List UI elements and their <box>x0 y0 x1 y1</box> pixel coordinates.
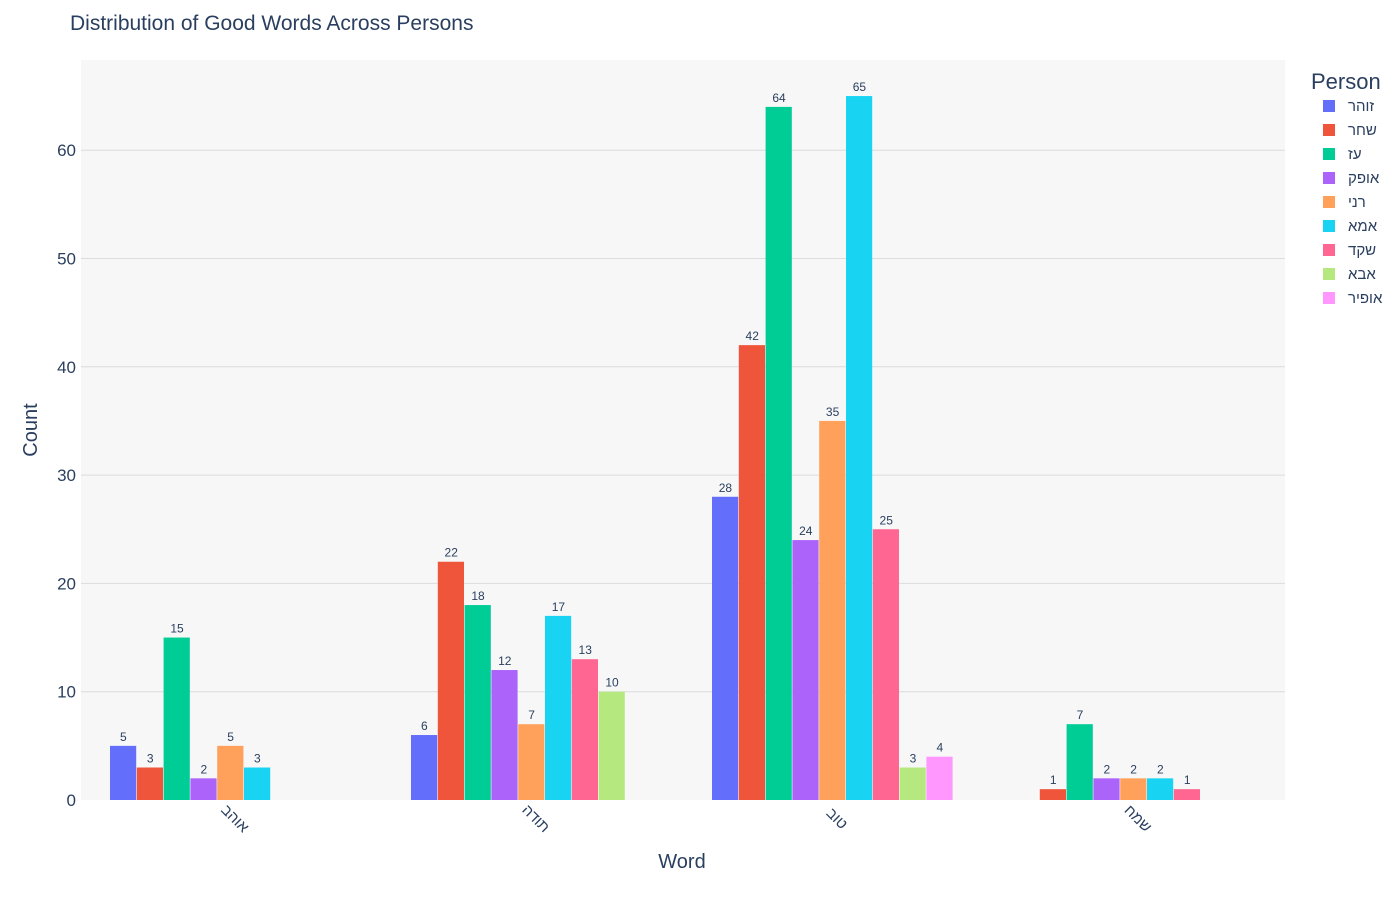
bar <box>217 745 244 800</box>
bar <box>872 529 899 800</box>
bar <box>1120 778 1147 800</box>
legend-label: רני <box>1348 194 1366 211</box>
y-tick-label: 40 <box>57 358 76 377</box>
legend-label: עז <box>1348 146 1362 163</box>
legend-swatch <box>1323 268 1335 280</box>
bar <box>1039 789 1066 800</box>
bar <box>491 670 518 800</box>
legend-swatch <box>1323 148 1335 160</box>
bar <box>571 659 598 800</box>
bar <box>738 345 765 800</box>
plot-area <box>81 60 1285 800</box>
bar-value-label: 18 <box>471 589 485 603</box>
bar-value-label: 13 <box>579 643 593 657</box>
bars <box>110 96 1200 801</box>
chart-title: Distribution of Good Words Across Person… <box>70 12 473 35</box>
bar <box>792 540 819 800</box>
y-axis-title: Count <box>20 403 42 457</box>
legend-swatch <box>1323 100 1335 112</box>
legend-swatch <box>1323 220 1335 232</box>
bar-value-label: 5 <box>227 730 234 744</box>
bar-value-label: 3 <box>147 752 154 766</box>
bar-value-label: 24 <box>799 524 813 538</box>
bar <box>464 605 491 800</box>
legend-swatch <box>1323 244 1335 256</box>
legend-label: שקד <box>1348 242 1376 259</box>
x-tick-label: תודה <box>518 802 552 836</box>
bar <box>545 615 572 800</box>
bar <box>411 735 438 800</box>
bar <box>163 637 190 800</box>
legend-label: זוהר <box>1348 98 1374 115</box>
legend-label: אופק <box>1348 170 1380 187</box>
bar-value-label: 5 <box>120 730 127 744</box>
legend-label: אופיר <box>1348 290 1383 307</box>
gridlines <box>81 149 1285 693</box>
y-axis-ticks: 0 10 20 30 40 50 60 <box>57 141 76 810</box>
bar-labels: 5315253622181271713102842642435652534172… <box>120 80 1191 787</box>
bar-value-label: 28 <box>719 481 733 495</box>
bar-value-label: 10 <box>605 676 619 690</box>
bar-value-label: 65 <box>853 80 867 94</box>
bar <box>598 691 625 800</box>
bar-value-label: 22 <box>445 546 459 560</box>
bar <box>1066 724 1093 800</box>
legend: Person זוהר שחר עז אופק רני אמא שקד אבא אופיר <box>1311 69 1383 307</box>
bar-value-label: 64 <box>772 91 786 105</box>
bar-value-label: 6 <box>421 719 428 733</box>
bar-value-label: 12 <box>498 654 512 668</box>
x-axis-ticks: אוהב תודה טוב שמח <box>217 802 1154 837</box>
y-tick-label: 10 <box>57 683 76 702</box>
x-tick-label: שמח <box>1121 802 1155 836</box>
y-tick-label: 60 <box>57 141 76 160</box>
bar-value-label: 2 <box>200 762 207 776</box>
legend-swatch <box>1323 124 1335 136</box>
bar-value-label: 2 <box>1157 762 1164 776</box>
bar <box>1173 789 1200 800</box>
legend-label: אבא <box>1348 266 1376 283</box>
bar <box>244 767 271 800</box>
bar <box>765 106 792 800</box>
bar-value-label: 17 <box>552 600 566 614</box>
y-tick-label: 0 <box>67 791 76 810</box>
legend-swatch <box>1323 196 1335 208</box>
bar <box>819 420 846 800</box>
legend-swatch <box>1323 292 1335 304</box>
bar-value-label: 7 <box>1077 708 1084 722</box>
legend-swatch <box>1323 172 1335 184</box>
bar <box>926 756 953 800</box>
x-axis-title: Word <box>658 851 705 873</box>
bar-value-label: 25 <box>880 513 894 527</box>
legend-label: אמא <box>1348 218 1378 235</box>
y-tick-label: 50 <box>57 250 76 269</box>
bar <box>899 767 926 800</box>
bar-value-label: 15 <box>170 622 184 636</box>
bar <box>136 767 163 800</box>
bar <box>846 96 873 801</box>
bar-value-label: 42 <box>746 329 760 343</box>
bar-value-label: 3 <box>910 752 917 766</box>
bar-value-label: 4 <box>936 741 943 755</box>
bar-value-label: 2 <box>1130 762 1137 776</box>
bar <box>110 745 137 800</box>
bar-value-label: 1 <box>1184 773 1191 787</box>
bar-value-label: 35 <box>826 405 840 419</box>
y-tick-label: 30 <box>57 466 76 485</box>
bar <box>190 778 217 800</box>
bar <box>1093 778 1120 800</box>
bar-value-label: 1 <box>1050 773 1057 787</box>
x-tick-label: אוהב <box>217 802 252 837</box>
legend-label: שחר <box>1348 122 1377 139</box>
bar <box>1147 778 1174 800</box>
bar <box>437 561 464 800</box>
bar <box>712 496 739 800</box>
bar-value-label: 7 <box>528 708 535 722</box>
bar <box>518 724 545 800</box>
bar-value-label: 3 <box>254 752 261 766</box>
bar-value-label: 2 <box>1103 762 1110 776</box>
x-tick-label: טוב <box>823 805 851 833</box>
y-tick-label: 20 <box>57 574 76 593</box>
legend-title: Person <box>1311 69 1381 94</box>
